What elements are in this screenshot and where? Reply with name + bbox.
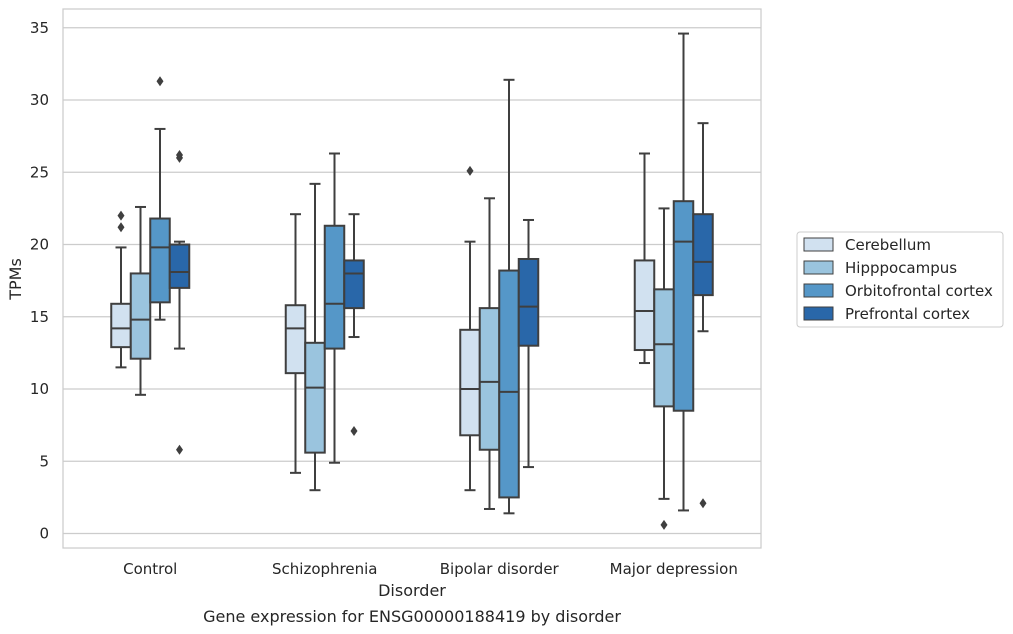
outlier-point	[350, 425, 358, 436]
legend-swatch	[803, 237, 834, 252]
outlier-point	[117, 222, 125, 233]
box-iqr	[149, 217, 171, 304]
box-iqr	[459, 328, 481, 437]
y-tick-label: 35	[30, 19, 49, 37]
legend-label: Hipppocampus	[845, 259, 957, 277]
box-iqr	[304, 341, 326, 454]
legend-items: Cerebellum Hipppocampus Orbitofrontal cort…	[803, 236, 993, 323]
box-iqr	[129, 272, 152, 360]
box-plot	[672, 32, 695, 512]
box-plot	[478, 197, 501, 510]
box-plot	[517, 218, 540, 469]
box-iqr	[478, 307, 501, 451]
box-plot	[168, 149, 191, 455]
outlier-point	[176, 444, 183, 455]
x-tick-label: Major depression	[610, 560, 738, 578]
box-iqr	[110, 302, 132, 349]
y-tick-label: 30	[30, 91, 49, 109]
box-iqr	[672, 200, 695, 412]
box-plot	[304, 182, 326, 492]
y-tick-label: 5	[39, 452, 49, 470]
series-cerebellum	[110, 152, 656, 492]
chart-caption: Gene expression for ENSG00000188419 by d…	[203, 607, 621, 626]
box-iqr	[517, 257, 540, 347]
legend-swatch	[803, 283, 834, 298]
outlier-point	[176, 149, 183, 160]
legend: Cerebellum Hipppocampus Orbitofrontal cort…	[796, 231, 1004, 328]
outlier-point	[660, 519, 668, 530]
box-plot	[110, 210, 132, 369]
box-plot	[129, 205, 152, 396]
legend-label: Prefrontal cortex	[845, 305, 970, 323]
legend-label: Orbitofrontal cortex	[845, 282, 993, 300]
box-iqr	[498, 269, 520, 499]
legend-swatch	[803, 306, 834, 321]
y-tick-label: 10	[30, 380, 49, 398]
x-tick-labels: Control Schizophrenia Bipolar disorder Majo…	[123, 560, 738, 578]
y-tick-label: 15	[30, 308, 49, 326]
box-iqr	[168, 243, 191, 289]
box-plot	[284, 213, 307, 474]
plot-area-frame	[62, 8, 762, 549]
legend-label: Cerebellum	[845, 236, 931, 254]
y-tick-label: 20	[30, 236, 49, 254]
box-iqr	[343, 259, 365, 310]
box-iqr	[653, 288, 675, 408]
x-axis-label: Disorder	[378, 581, 446, 600]
series-prefrontal-cortex	[168, 122, 714, 509]
x-tick-label: Schizophrenia	[272, 560, 377, 578]
outlier-point	[699, 498, 707, 509]
x-tick-label: Bipolar disorder	[440, 560, 560, 578]
box-plot	[459, 165, 481, 492]
box-iqr	[323, 224, 346, 350]
series-orbitofrontal-cortex	[149, 32, 695, 515]
outlier-point	[466, 165, 474, 176]
box-iqr	[633, 259, 656, 352]
box-iqr	[692, 213, 714, 297]
outlier-point	[156, 76, 164, 87]
box-iqr	[284, 304, 307, 375]
box-plot	[692, 122, 714, 509]
box-plot	[653, 207, 675, 530]
box-series	[110, 32, 714, 530]
y-tick-label: 25	[30, 163, 49, 181]
box-plot	[343, 213, 365, 436]
legend-frame	[796, 231, 1004, 328]
box-plot	[498, 78, 520, 515]
y-tick-label: 0	[39, 525, 49, 543]
box-plot	[323, 152, 346, 464]
y-axis-label: TPMs	[6, 258, 25, 301]
legend-swatch	[803, 260, 834, 275]
box-plot	[149, 76, 171, 321]
x-tick-label: Control	[123, 560, 177, 578]
outlier-point	[117, 210, 125, 221]
y-tick-labels: 0 5 10 15 20 25 30 35	[30, 19, 49, 543]
series-hipppocampus	[129, 182, 675, 530]
box-plot	[633, 152, 656, 365]
